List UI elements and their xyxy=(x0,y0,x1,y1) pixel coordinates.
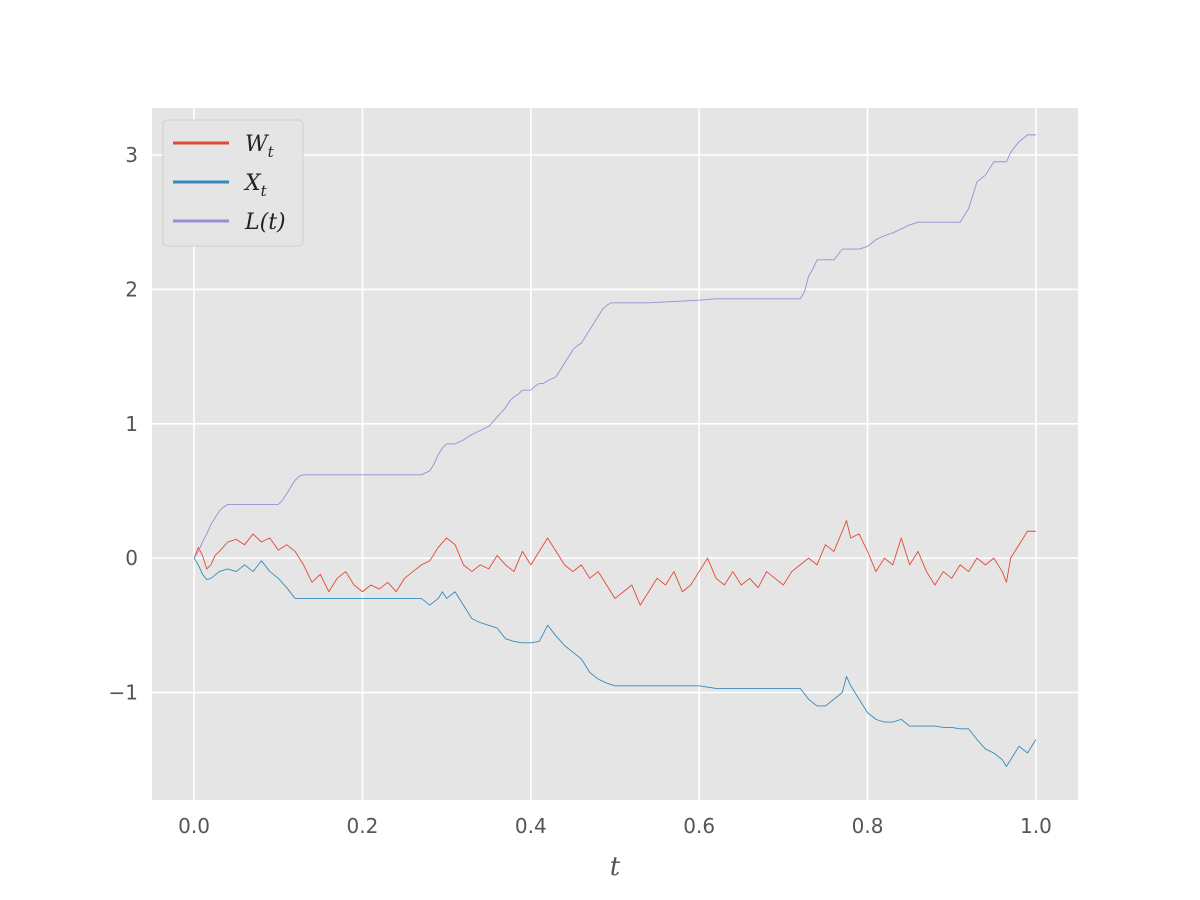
x-tick-label: 0.6 xyxy=(683,814,715,838)
legend-label-l: L(t) xyxy=(244,210,286,235)
plot-background xyxy=(152,108,1078,800)
x-tick-labels: 0.0 0.2 0.4 0.6 0.8 1.0 xyxy=(178,814,1052,838)
series-line-x xyxy=(193,557,1037,767)
y-tick-labels: −1 0 1 2 3 xyxy=(109,143,138,704)
legend-label-w: Wt xyxy=(245,132,275,161)
y-tick-label: 1 xyxy=(125,412,138,436)
y-tick-label: 2 xyxy=(125,277,138,301)
y-tick-label: −1 xyxy=(109,681,138,705)
legend-box xyxy=(162,119,304,247)
grid-lines xyxy=(152,108,1078,800)
x-tick-label: 0.2 xyxy=(347,814,379,838)
series-layer xyxy=(193,134,1037,767)
x-tick-label: 0.8 xyxy=(852,814,884,838)
x-tick-label: 0.0 xyxy=(178,814,210,838)
x-tick-label: 1.0 xyxy=(1020,814,1052,838)
x-tick-label: 0.4 xyxy=(515,814,547,838)
series-line-l xyxy=(193,134,1036,559)
y-tick-label: 0 xyxy=(125,546,138,570)
x-axis-label: t xyxy=(610,852,621,882)
y-tick-label: 3 xyxy=(125,143,138,167)
legend-label-x: Xt xyxy=(243,171,268,200)
series-line-w xyxy=(193,520,1036,606)
legend: Wt Xt L(t) xyxy=(162,119,304,247)
